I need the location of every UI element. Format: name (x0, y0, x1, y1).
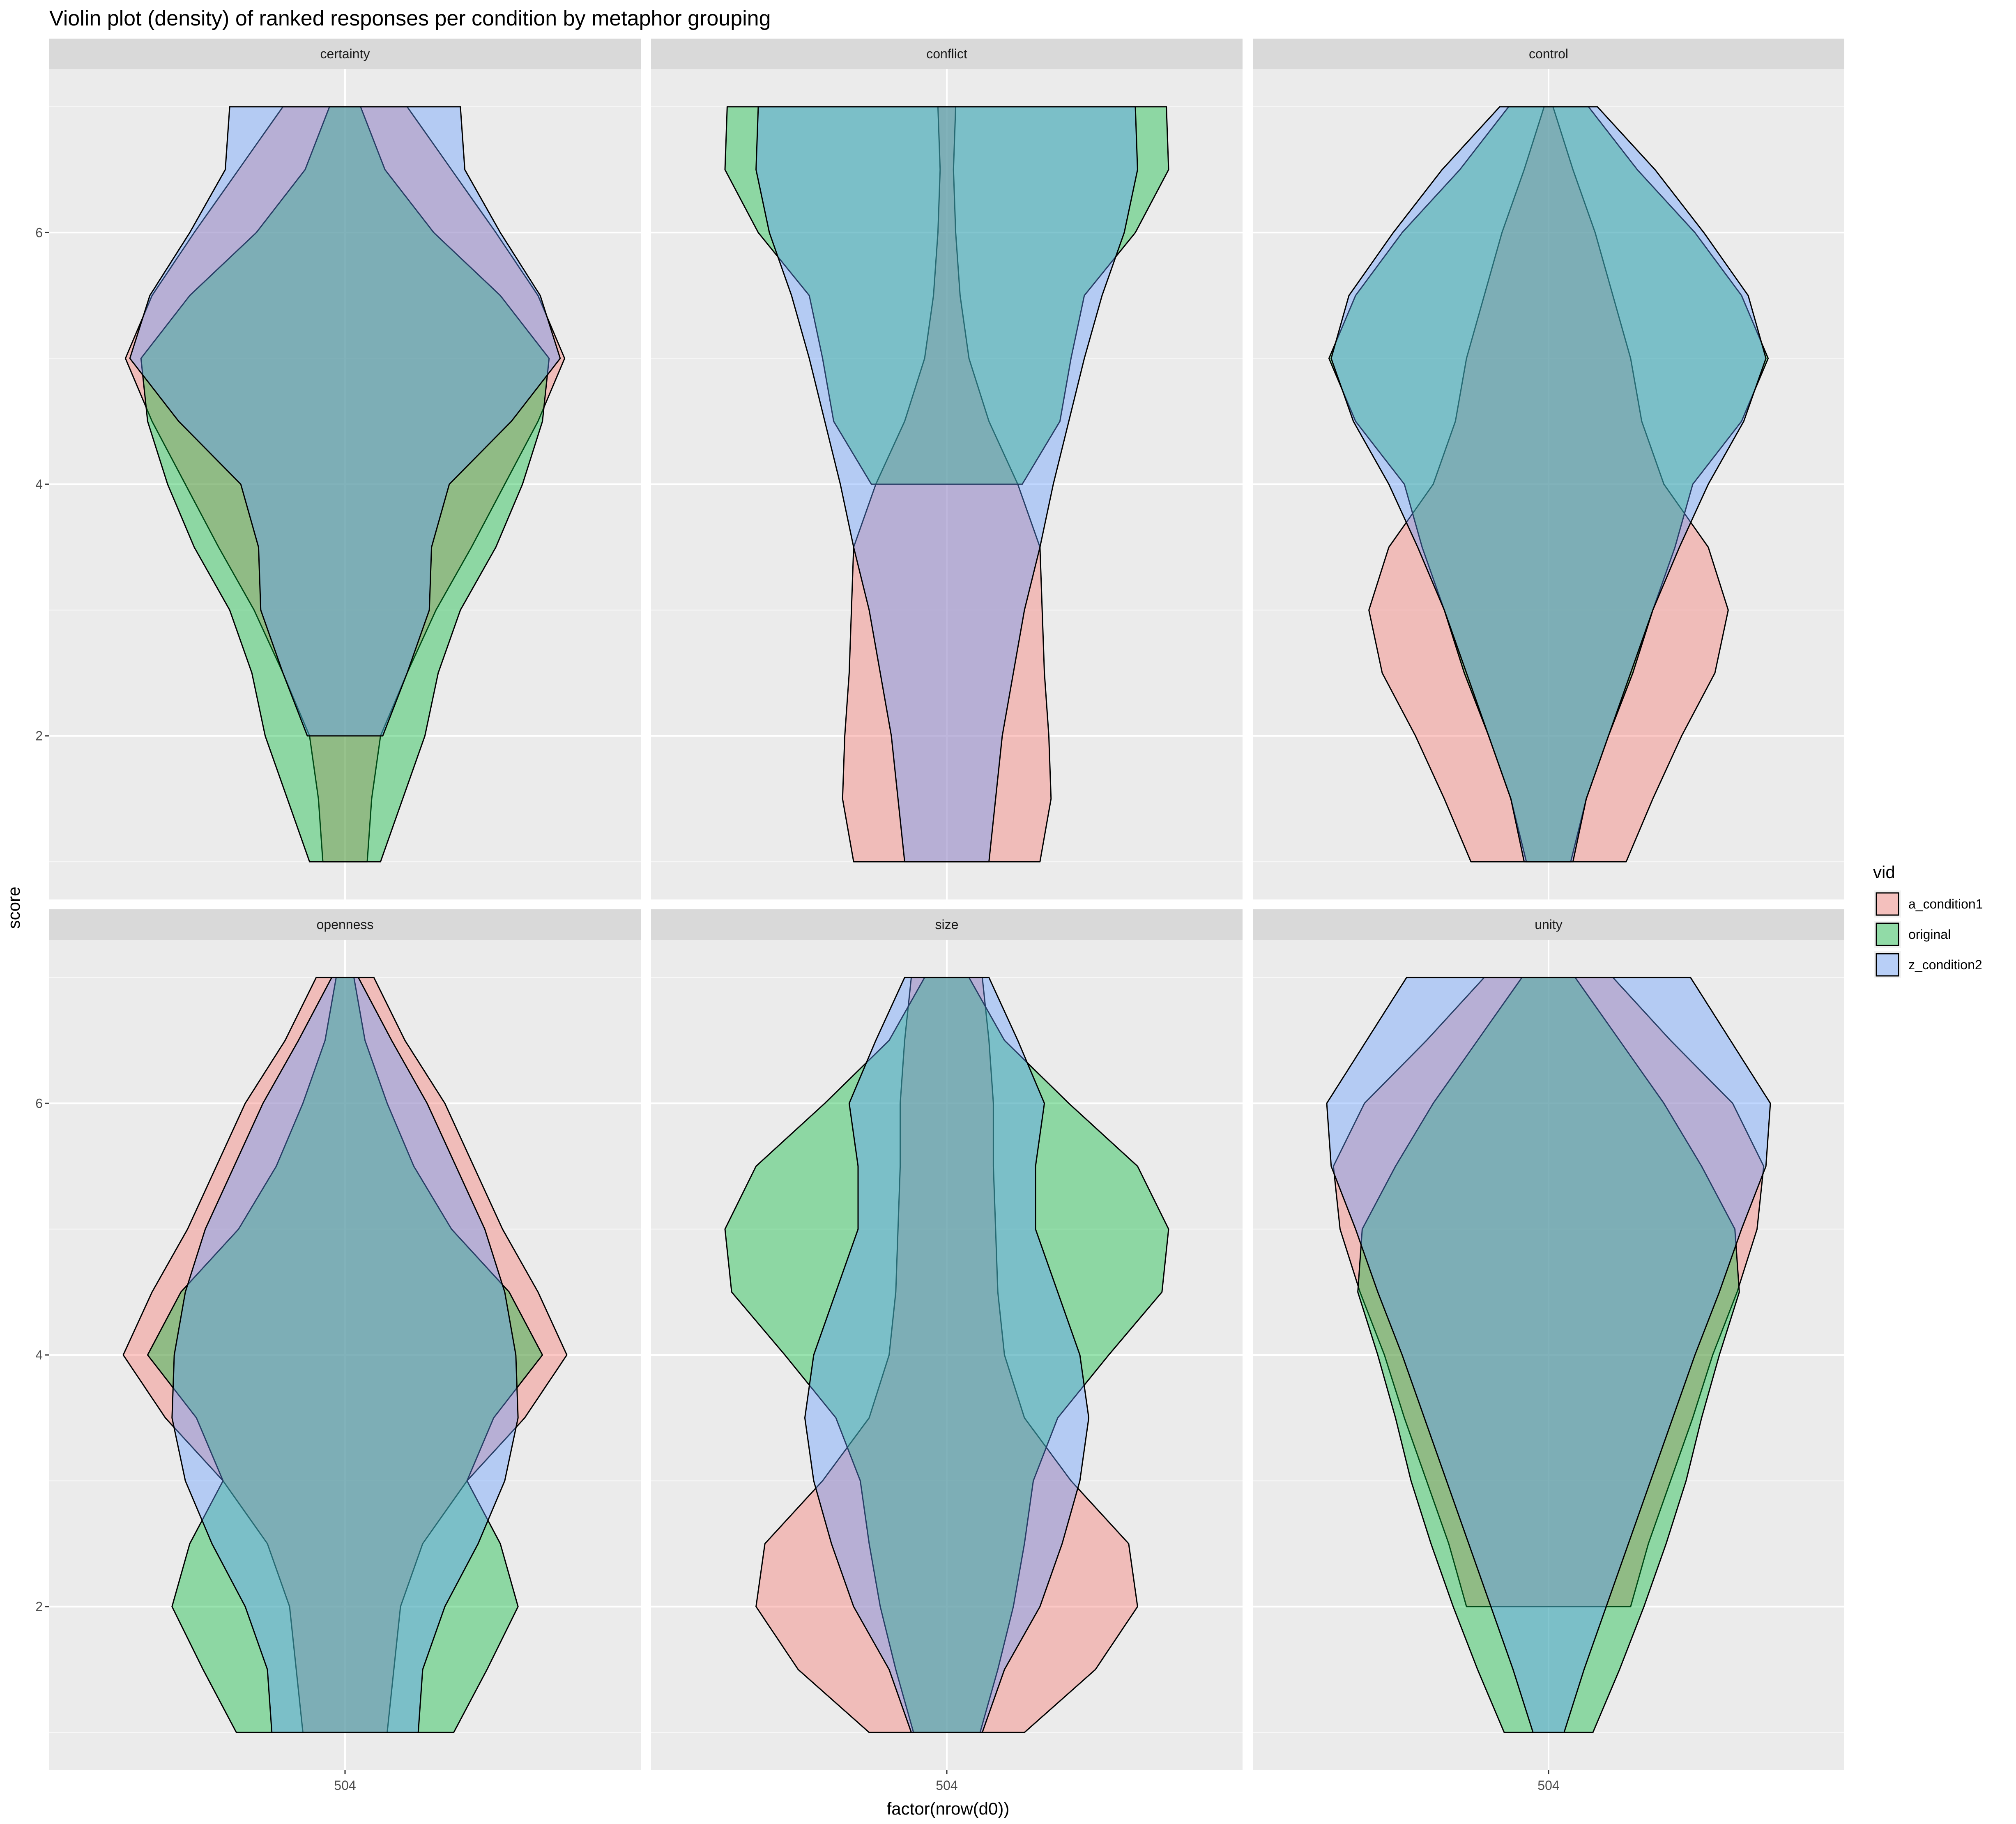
facet-strip (651, 39, 1243, 69)
facet-panels: certainty 2 4 6 conflict control openness 2 4 6 50… (35, 39, 1844, 1793)
facet-panel-conflict: conflict (651, 39, 1243, 899)
facet-strip-label: control (1529, 46, 1568, 61)
x-tick-label: 504 (936, 1778, 957, 1793)
facet-panel-unity: unity 504 (1253, 909, 1844, 1793)
legend-item-z_condition2: z_condition2 (1874, 951, 1982, 978)
y-tick-label: 2 (35, 1599, 43, 1614)
violin-z_condition2 (129, 106, 561, 737)
facet-strip-label: conflict (926, 46, 967, 61)
violin-original (724, 106, 1169, 485)
x-tick-label: 504 (1537, 1778, 1559, 1793)
legend-key-background (1874, 951, 1901, 978)
facet-strip (49, 909, 641, 940)
legend-item-a_condition1: a_condition1 (1874, 890, 1983, 918)
violin-z_condition2 (1330, 106, 1767, 863)
facet-strip-label: certainty (320, 46, 370, 61)
legend-key-swatch (1876, 892, 1899, 916)
violin-z_condition2 (171, 977, 519, 1733)
facet-strip-label: unity (1535, 917, 1563, 932)
facet-strip-label: size (935, 917, 959, 932)
facet-strip (651, 909, 1243, 940)
chart-title: Violin plot (density) of ranked response… (49, 7, 771, 30)
legend-label: original (1908, 927, 1951, 942)
y-axis-title: score (4, 887, 23, 929)
legend-item-original: original (1874, 921, 1951, 948)
legend-key-background (1874, 890, 1901, 918)
y-tick-label: 2 (35, 729, 43, 743)
violin-z_condition2 (755, 106, 1138, 863)
violin-z_condition2 (1326, 977, 1771, 1733)
facet-strip (49, 39, 641, 69)
y-tick-label: 4 (35, 1348, 43, 1362)
facet-panel-size: size 504 (651, 909, 1243, 1793)
legend-label: z_condition2 (1908, 957, 1982, 972)
facet-panel-control: control (1253, 39, 1844, 899)
legend-key-background (1874, 921, 1901, 948)
facet-panel-certainty: certainty 2 4 6 (35, 39, 641, 899)
x-axis-title: factor(nrow(d0)) (887, 1799, 1010, 1818)
legend-label: a_condition1 (1908, 897, 1983, 911)
legend-key-swatch (1876, 922, 1899, 946)
facet-strip (1253, 39, 1844, 69)
legend: vid a_condition1 original z_condition2 (1873, 863, 1983, 978)
y-tick-label: 6 (35, 225, 43, 240)
facet-strip (1253, 909, 1844, 940)
legend-key-swatch (1876, 953, 1899, 977)
facet-strip-label: openness (317, 917, 374, 932)
x-tick-label: 504 (334, 1778, 356, 1793)
legend-items: a_condition1 original z_condition2 (1874, 890, 1983, 978)
y-tick-label: 4 (35, 477, 43, 492)
legend-title: vid (1873, 863, 1895, 882)
facet-panel-openness: openness 2 4 6 504 (35, 909, 641, 1793)
y-tick-label: 6 (35, 1096, 43, 1111)
violin-z_condition2 (804, 977, 1090, 1733)
